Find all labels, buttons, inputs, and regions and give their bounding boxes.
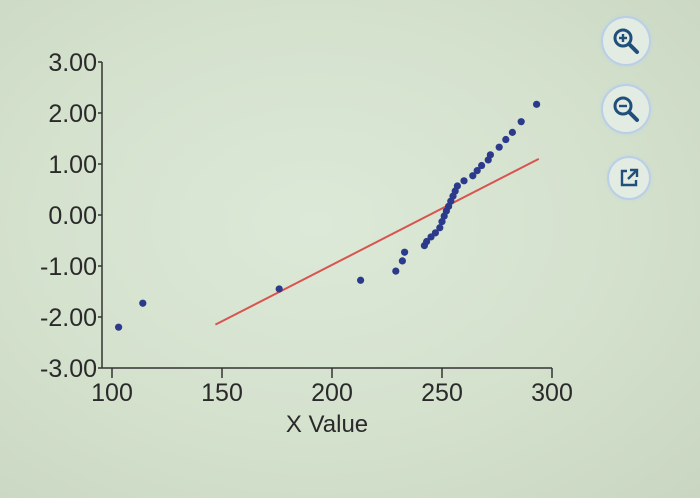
y-tick-label: -2.00 [40, 304, 97, 332]
y-tick-label: 2.00 [48, 100, 97, 128]
data-point [508, 128, 516, 136]
data-point [398, 257, 406, 265]
y-tick-label: 0.00 [48, 202, 97, 230]
y-tick-label: 3.00 [48, 49, 97, 77]
fit-line [214, 158, 540, 326]
data-point [502, 135, 510, 144]
external-link-icon [620, 168, 639, 187]
data-point [473, 167, 481, 175]
data-point [453, 182, 461, 190]
data-point [423, 237, 431, 246]
data-point [486, 151, 494, 159]
data-point [460, 177, 468, 185]
y-tick-label: -1.00 [40, 253, 97, 281]
y-tick-label: 1.00 [48, 151, 97, 179]
popout-button[interactable] [609, 158, 649, 198]
x-tick-label: 300 [531, 379, 573, 407]
data-point [357, 276, 365, 284]
data-point [478, 161, 486, 170]
x-axis-title: X Value [286, 411, 368, 438]
zoom-in-icon [613, 28, 639, 54]
data-point [438, 218, 446, 226]
data-point [517, 118, 525, 126]
y-axis-ticks: 3.00 2.00 1.00 0.00 -1.00 -2.00 -3.00 [40, 49, 102, 383]
data-point [275, 285, 283, 293]
data-point [469, 172, 477, 180]
zoom-out-button[interactable] [603, 86, 649, 132]
data-point [495, 143, 503, 151]
y-tick-label: -3.00 [40, 355, 97, 383]
x-tick-label: 200 [311, 379, 353, 407]
data-point [533, 100, 541, 108]
zoom-in-button[interactable] [603, 18, 649, 64]
data-point [139, 299, 147, 307]
x-tick-label: 150 [201, 379, 243, 407]
data-points [115, 100, 541, 331]
axes [101, 62, 552, 369]
zoom-out-icon [613, 96, 639, 122]
data-point [401, 248, 409, 256]
x-axis-ticks: 100 150 200 250 300 [91, 368, 573, 407]
data-point [392, 267, 400, 275]
x-tick-label: 100 [91, 379, 133, 407]
fit-line-group [214, 158, 540, 326]
data-point [436, 224, 444, 232]
data-point [115, 323, 123, 331]
x-tick-label: 250 [421, 379, 463, 407]
data-point [431, 229, 439, 237]
